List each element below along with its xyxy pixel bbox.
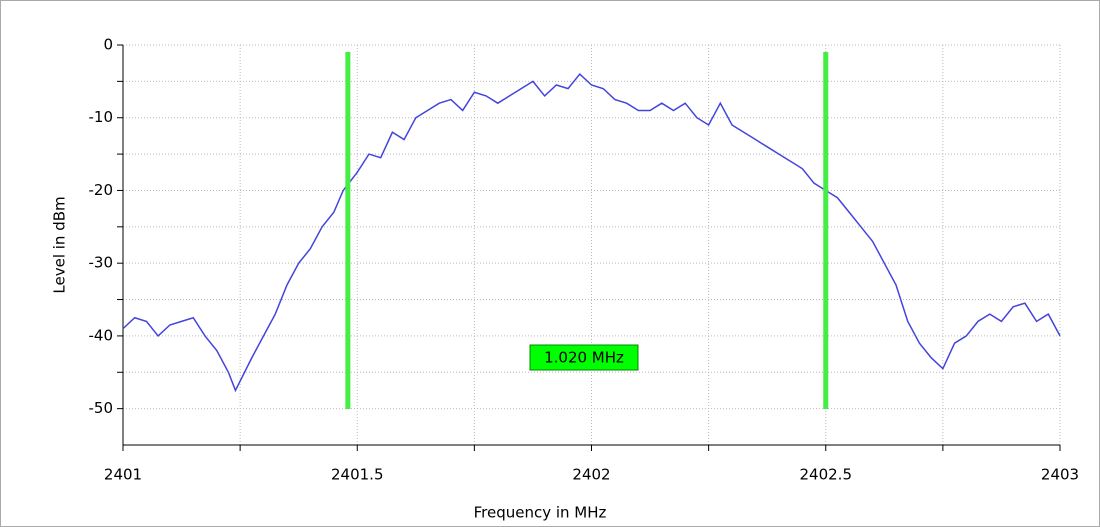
bandwidth-label: 1.020 MHz [544,349,624,367]
x-tick-label: 2403 [1041,466,1079,484]
x-axis-label: Frequency in MHz [474,504,607,522]
y-tick-label: -30 [89,254,114,272]
x-tick-label: 2401 [104,466,142,484]
trace [122,72,1061,393]
y-tick-label: -20 [89,181,114,199]
y-axis-label: Level in dBm [51,196,69,293]
x-tick-label: 2401.5 [331,466,384,484]
x-tick-label: 2402 [572,466,610,484]
y-tick-label: -50 [89,399,114,417]
y-tick-label: -40 [89,326,114,344]
y-tick-label: 0 [103,36,113,54]
x-tick-label: 2402.5 [800,466,853,484]
y-tick-label: -10 [89,108,114,126]
bandwidth-label-box [529,344,639,371]
